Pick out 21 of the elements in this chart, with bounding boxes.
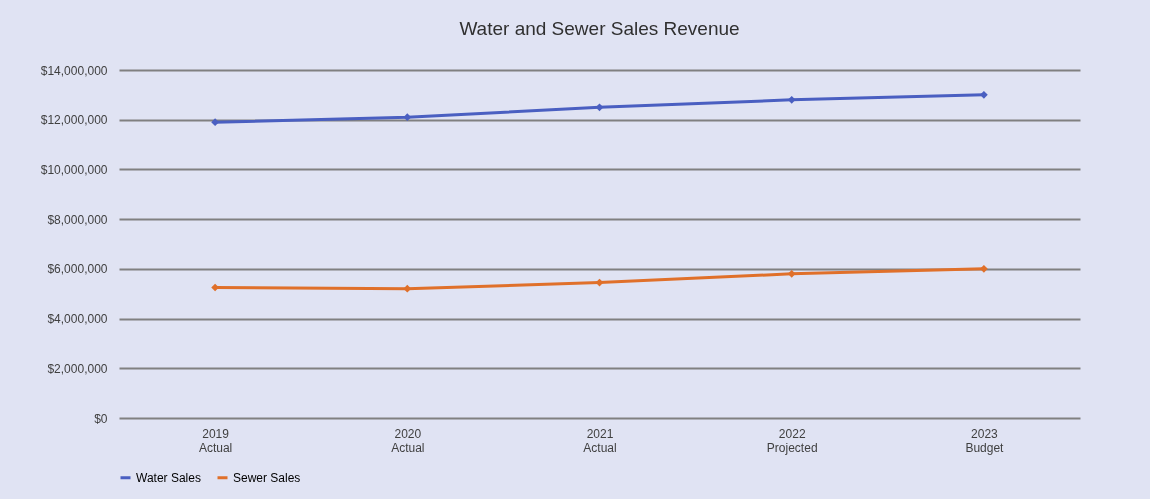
x-tick-label: 2019 Actual [198, 426, 233, 455]
point [980, 264, 988, 273]
y-tick-label: $8,000,000 [47, 212, 108, 227]
legend-label: Water Sales [136, 470, 201, 485]
y-tick-label: $10,000,000 [40, 162, 108, 177]
y-tick-label: $2,000,000 [47, 361, 108, 376]
x-tick-label: 2022 Projected [766, 426, 818, 455]
x-tick-label: 2021 Actual [583, 426, 617, 455]
x-tick-label: 2020 Actual [391, 426, 425, 455]
chart-title: Water and Sewer Sales Revenue [459, 18, 740, 39]
legend-label: Sewer Sales [233, 470, 301, 485]
y-tick-label: $12,000,000 [40, 113, 108, 128]
x-tick-label: 2023 Budget [965, 426, 1005, 455]
point [980, 90, 988, 99]
point [787, 269, 796, 278]
y-tick-label: $4,000,000 [47, 312, 108, 327]
y-tick-label: $0 [94, 411, 108, 426]
point [211, 283, 219, 292]
y-tick-label: $6,000,000 [47, 262, 108, 277]
point [211, 118, 219, 127]
y-tick-label: $14,000,000 [40, 63, 108, 78]
